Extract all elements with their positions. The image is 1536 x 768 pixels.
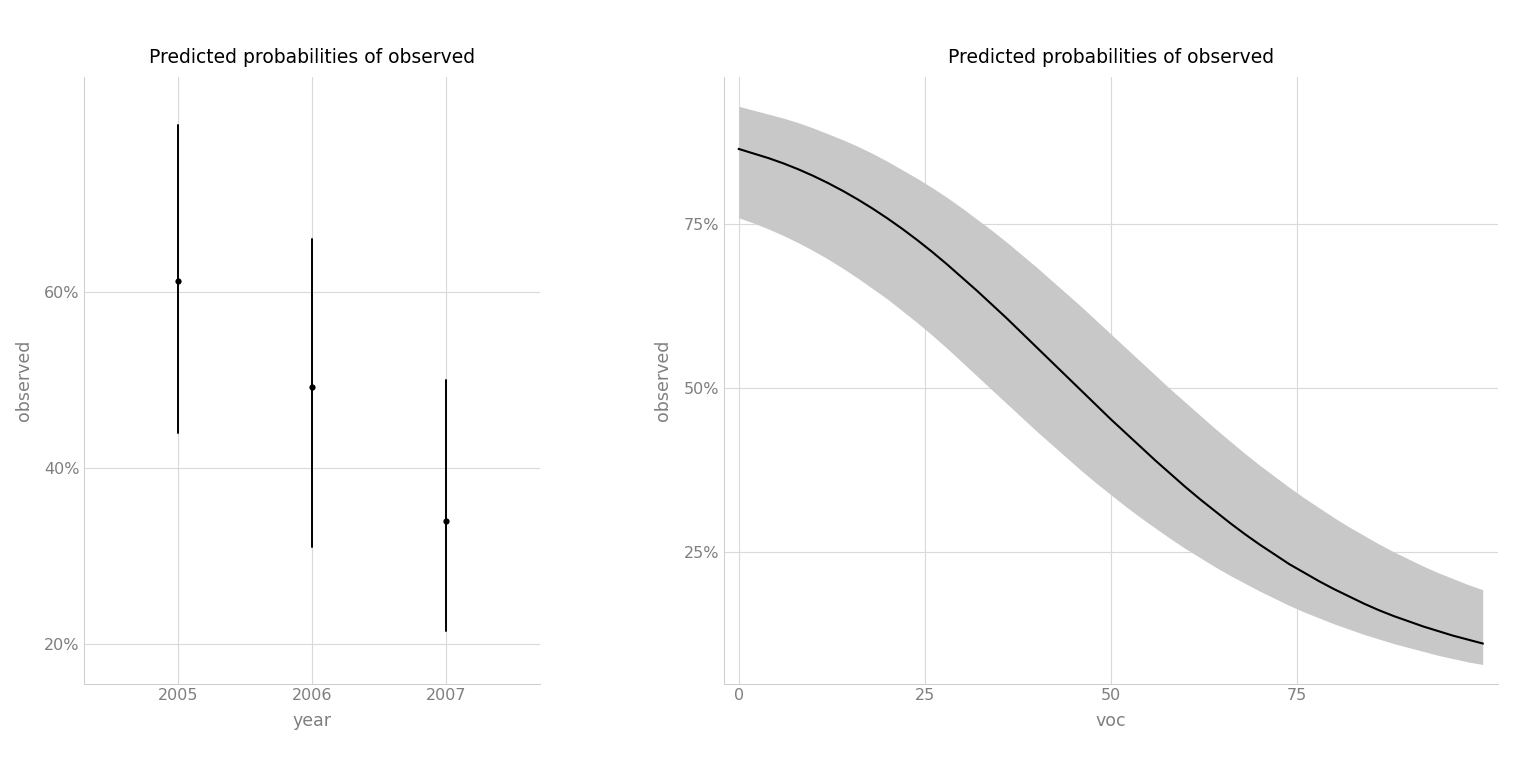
Title: Predicted probabilities of observed: Predicted probabilities of observed bbox=[149, 48, 475, 67]
X-axis label: voc: voc bbox=[1095, 712, 1126, 730]
X-axis label: year: year bbox=[292, 712, 332, 730]
Y-axis label: observed: observed bbox=[654, 339, 673, 421]
Title: Predicted probabilities of observed: Predicted probabilities of observed bbox=[948, 48, 1273, 67]
Y-axis label: observed: observed bbox=[15, 339, 32, 421]
